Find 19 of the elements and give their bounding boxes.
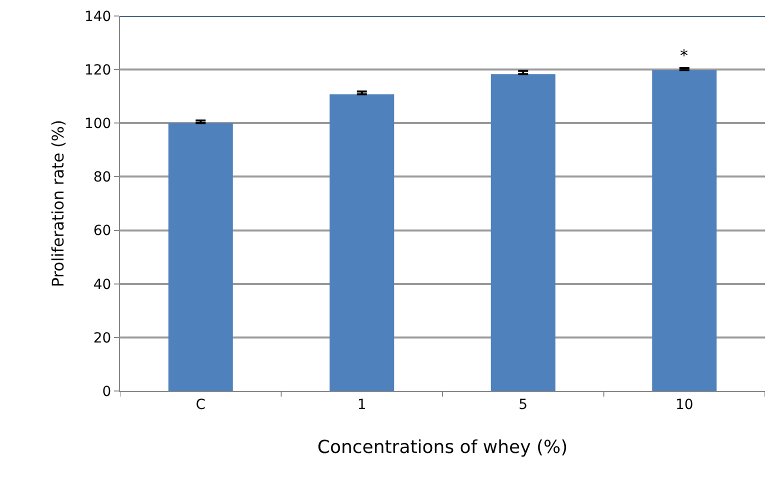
y-tick-label: 60 (93, 223, 112, 240)
y-tick-label: 140 (84, 8, 112, 25)
bar (330, 94, 394, 391)
annotation: * (680, 46, 688, 65)
bar (168, 123, 233, 391)
x-axis-title: Concentrations of whey (%) (317, 436, 568, 458)
y-tick-label: 0 (102, 384, 112, 400)
x-tick-label: 1 (357, 396, 366, 413)
y-tick-label: 40 (93, 276, 112, 293)
y-tick-label: 100 (84, 116, 112, 132)
x-tick-label: 10 (675, 396, 694, 413)
bar (652, 70, 717, 391)
y-tick-label: 80 (93, 170, 112, 186)
x-tick-label: C (196, 396, 206, 413)
y-axis-title: Proliferation rate (%) (48, 120, 68, 288)
x-tick-label: 5 (518, 396, 528, 413)
y-tick-label: 120 (84, 62, 112, 78)
bar (490, 74, 556, 391)
y-tick-label: 20 (93, 330, 112, 346)
